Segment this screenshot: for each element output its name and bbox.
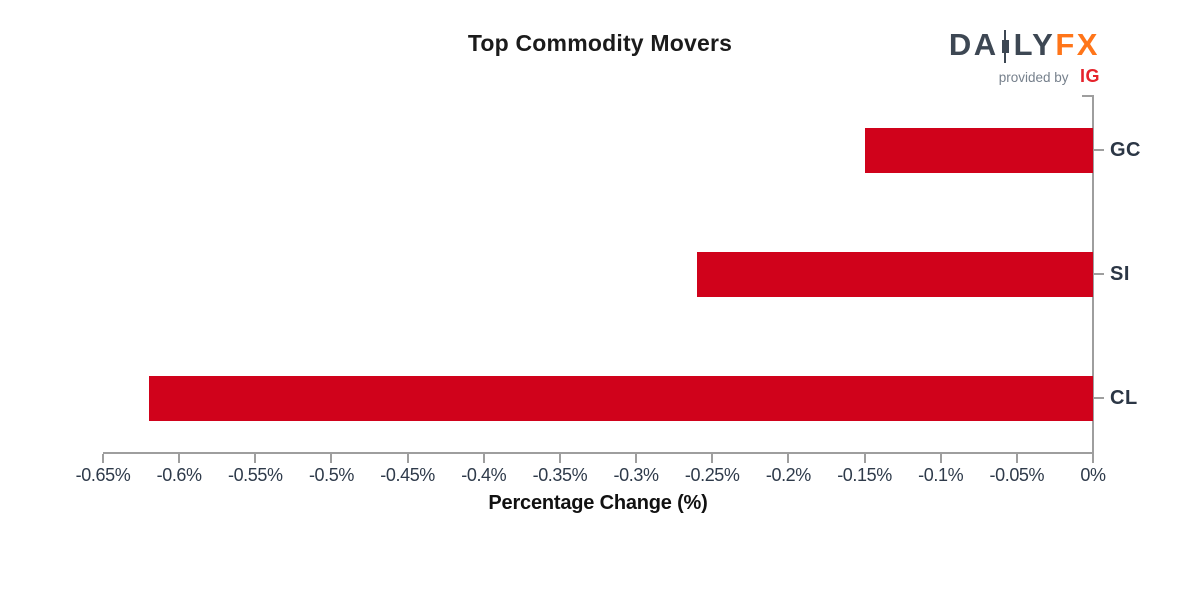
dailyfx-wordmark: DA LY FX [948,27,1100,63]
candlestick-icon [1001,30,1010,63]
axis-top-cap [1082,95,1092,97]
x-tick [558,454,561,463]
category-label-SI: SI [1110,263,1130,285]
x-tick-label: -0.05% [989,465,1045,485]
logo-tagline: provided by IG [949,66,1100,87]
plot-area: GC SI CL -0.65% -0.6% -0.55% -0.5% -0.45% -0.4% -… [76,95,1141,485]
x-tick [939,454,942,463]
x-tick-label: -0.15% [837,465,892,485]
ig-logo: IG [1079,66,1100,86]
x-tick-label: -0.55% [227,465,283,485]
x-tick [1015,454,1018,463]
x-tick-label: -0.35% [532,465,588,485]
x-tick-label: -0.3% [613,465,659,485]
logo-text-da: DA [948,27,999,62]
x-tick [1092,454,1094,463]
x-tick [635,454,638,463]
x-tick [254,454,257,463]
logo-text-fx: FX [1055,27,1100,62]
x-tick-label: -0.25% [684,465,740,485]
category-label-GC: GC [1110,139,1141,161]
category-tick-SI [1094,273,1104,275]
x-tick-label: -0.65% [75,465,131,485]
x-tick [178,454,181,463]
x-tick [330,454,333,463]
x-tick-label: -0.4% [461,465,507,485]
zero-baseline-axis [1092,95,1094,462]
x-tick-label: -0.1% [918,465,964,485]
x-axis-title: Percentage Change (%) [488,492,708,514]
category-tick-GC [1094,149,1104,151]
dailyfx-logo: DA LY FX provided by IG [949,28,1100,87]
x-tick-label: -0.5% [308,465,354,485]
logo-text-ly: LY [1013,27,1056,62]
x-axis-line [103,452,1093,454]
x-tick [787,454,790,463]
x-tick-label: -0.2% [765,465,811,485]
x-tick [711,454,714,463]
x-tick-label: 0% [1080,465,1106,485]
provided-by-text: provided by [998,70,1069,85]
x-tick-label: -0.45% [380,465,435,485]
category-label-CL: CL [1110,387,1138,409]
category-tick-CL [1094,397,1104,399]
x-tick-label: -0.6% [156,465,202,485]
x-tick [863,454,866,463]
bar-GC [864,127,1093,173]
x-tick [102,454,104,463]
x-tick [406,454,409,463]
bar-CL [148,375,1093,421]
chart-title: Top Commodity Movers [467,30,733,56]
bar-SI [697,251,1093,297]
x-tick [482,454,485,463]
